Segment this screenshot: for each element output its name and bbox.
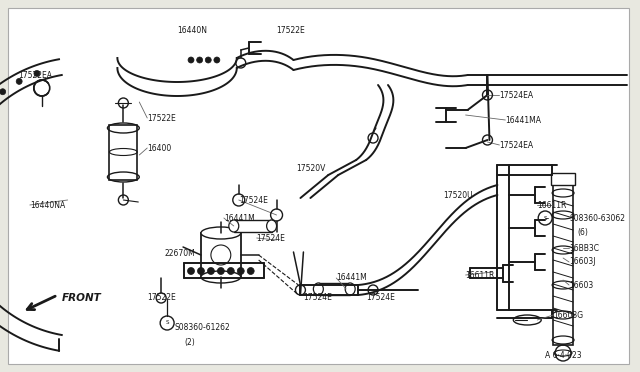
Circle shape xyxy=(205,57,211,63)
Text: S: S xyxy=(165,321,169,326)
Text: 17524E: 17524E xyxy=(366,294,395,302)
Text: (6): (6) xyxy=(577,228,588,237)
Text: 16400: 16400 xyxy=(147,144,172,153)
Text: 17524E: 17524E xyxy=(257,234,285,243)
Circle shape xyxy=(16,78,22,84)
Text: 16441M: 16441M xyxy=(336,273,367,282)
Text: 16441MA: 16441MA xyxy=(506,115,541,125)
Text: 17524EA: 17524EA xyxy=(499,141,534,150)
Text: A 6·4·023: A 6·4·023 xyxy=(545,350,582,359)
Text: 16440NA: 16440NA xyxy=(30,201,65,209)
Text: 17520V: 17520V xyxy=(296,164,326,173)
Circle shape xyxy=(188,57,194,63)
Bar xyxy=(109,125,138,180)
Text: 16611R: 16611R xyxy=(537,201,566,209)
Text: (2): (2) xyxy=(184,337,195,346)
Text: 17522E: 17522E xyxy=(147,294,176,302)
Ellipse shape xyxy=(314,283,323,295)
Text: 16440N: 16440N xyxy=(177,26,207,35)
Text: 17522E: 17522E xyxy=(276,26,305,35)
Bar xyxy=(234,220,271,232)
Text: 16603G: 16603G xyxy=(553,311,583,320)
Circle shape xyxy=(198,267,204,275)
Text: 22670M: 22670M xyxy=(164,248,195,257)
Text: 16603J: 16603J xyxy=(569,257,596,266)
Circle shape xyxy=(188,267,195,275)
Text: 17522EA: 17522EA xyxy=(18,71,52,80)
Circle shape xyxy=(207,267,214,275)
Ellipse shape xyxy=(201,227,241,239)
Circle shape xyxy=(227,267,234,275)
Circle shape xyxy=(218,267,225,275)
Circle shape xyxy=(237,267,244,275)
Circle shape xyxy=(196,57,203,63)
Bar xyxy=(318,283,350,295)
Circle shape xyxy=(34,70,40,76)
Ellipse shape xyxy=(229,220,239,232)
Ellipse shape xyxy=(267,220,276,232)
Text: 17524EA: 17524EA xyxy=(499,90,534,99)
Circle shape xyxy=(214,57,220,63)
Text: FRONT: FRONT xyxy=(61,293,101,303)
Text: 16603: 16603 xyxy=(569,280,593,289)
Bar xyxy=(201,233,241,277)
Text: 16441M: 16441M xyxy=(224,214,255,222)
Text: S08360-63062: S08360-63062 xyxy=(569,214,625,222)
Text: 17524E: 17524E xyxy=(239,196,268,205)
Text: 17524E: 17524E xyxy=(303,294,332,302)
Text: 17520U: 17520U xyxy=(443,190,472,199)
Ellipse shape xyxy=(345,283,355,295)
Text: S08360-61262: S08360-61262 xyxy=(174,324,230,333)
Text: 16BB3C: 16BB3C xyxy=(569,244,599,253)
Bar xyxy=(553,185,573,345)
Text: 16611R: 16611R xyxy=(465,270,495,279)
Ellipse shape xyxy=(201,271,241,283)
Bar xyxy=(551,173,575,185)
Text: S: S xyxy=(543,215,547,221)
Circle shape xyxy=(247,267,254,275)
Text: 17522E: 17522E xyxy=(147,113,176,122)
Circle shape xyxy=(0,89,6,95)
